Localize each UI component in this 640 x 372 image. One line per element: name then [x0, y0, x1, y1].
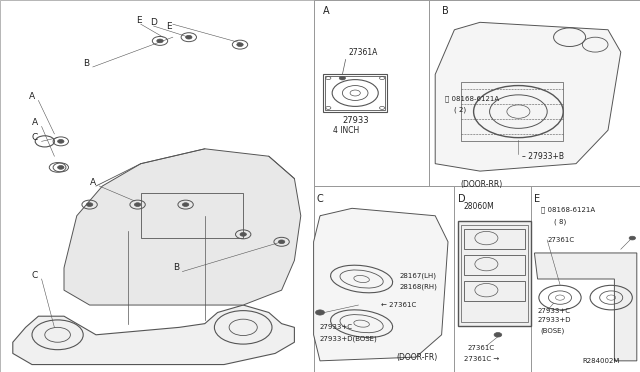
Text: 27361A: 27361A	[349, 48, 378, 57]
Bar	[314, 0, 429, 186]
Circle shape	[494, 333, 502, 337]
Text: ( 8): ( 8)	[554, 218, 566, 225]
Text: 28168(RH): 28168(RH)	[400, 283, 438, 290]
Bar	[314, 186, 454, 372]
Text: D: D	[150, 18, 157, 27]
Text: 4 INCH: 4 INCH	[333, 126, 359, 135]
Text: A: A	[29, 92, 35, 101]
PathPatch shape	[314, 208, 448, 361]
Bar	[323, 74, 387, 112]
Text: 27933+C: 27933+C	[320, 324, 353, 330]
Circle shape	[629, 236, 636, 240]
Text: (DOOR-RR): (DOOR-RR)	[461, 180, 503, 189]
Text: C: C	[32, 271, 38, 280]
Circle shape	[58, 140, 64, 143]
Text: ( 2): ( 2)	[454, 106, 467, 113]
Bar	[461, 225, 528, 322]
Text: (DOOR-FR): (DOOR-FR)	[397, 353, 438, 362]
Text: 27933+C: 27933+C	[538, 308, 571, 314]
Text: 27361C: 27361C	[547, 237, 574, 243]
Text: E: E	[136, 16, 142, 25]
Text: C: C	[317, 194, 324, 204]
Text: B: B	[173, 263, 179, 272]
Bar	[531, 186, 640, 372]
Bar	[454, 186, 531, 372]
Text: C: C	[32, 133, 38, 142]
Text: A: A	[90, 178, 96, 187]
Circle shape	[186, 35, 192, 39]
Bar	[141, 193, 243, 238]
Text: Ⓢ 08168-6121A: Ⓢ 08168-6121A	[445, 95, 499, 102]
Bar	[464, 255, 525, 275]
Circle shape	[134, 203, 141, 206]
Circle shape	[182, 203, 189, 206]
Bar	[464, 281, 525, 301]
Text: – 27933+B: – 27933+B	[522, 152, 564, 161]
Text: B: B	[442, 6, 449, 16]
PathPatch shape	[435, 22, 621, 171]
Circle shape	[86, 203, 93, 206]
Text: 27933+D(BOSE): 27933+D(BOSE)	[320, 335, 378, 342]
Text: A: A	[32, 118, 38, 127]
Text: B: B	[83, 59, 90, 68]
Text: Ⓢ 08168-6121A: Ⓢ 08168-6121A	[541, 207, 595, 214]
Text: D: D	[458, 194, 465, 204]
Circle shape	[240, 232, 246, 236]
Text: 27933+D: 27933+D	[538, 317, 571, 323]
Circle shape	[237, 43, 243, 46]
Bar	[458, 221, 531, 326]
Bar	[0, 0, 314, 372]
PathPatch shape	[13, 305, 294, 365]
PathPatch shape	[534, 253, 637, 361]
Bar	[464, 229, 525, 249]
Text: R284002M: R284002M	[582, 358, 620, 364]
Text: E: E	[534, 194, 541, 204]
Bar	[429, 0, 640, 186]
Circle shape	[58, 166, 64, 169]
Circle shape	[316, 310, 324, 315]
Circle shape	[278, 240, 285, 244]
Text: (BOSE): (BOSE)	[541, 328, 565, 334]
Text: A: A	[323, 6, 330, 16]
Circle shape	[157, 39, 163, 43]
Text: 28167(LH): 28167(LH)	[400, 272, 437, 279]
Text: ← 27361C: ← 27361C	[381, 302, 416, 308]
Bar	[325, 76, 385, 110]
Bar	[461, 82, 563, 141]
PathPatch shape	[64, 149, 301, 305]
Text: 28060M: 28060M	[464, 202, 495, 211]
Text: 27933: 27933	[342, 116, 369, 125]
Circle shape	[339, 76, 346, 80]
Text: E: E	[166, 22, 172, 31]
Text: 27361C →: 27361C →	[464, 356, 499, 362]
Text: 27361C: 27361C	[467, 345, 494, 351]
